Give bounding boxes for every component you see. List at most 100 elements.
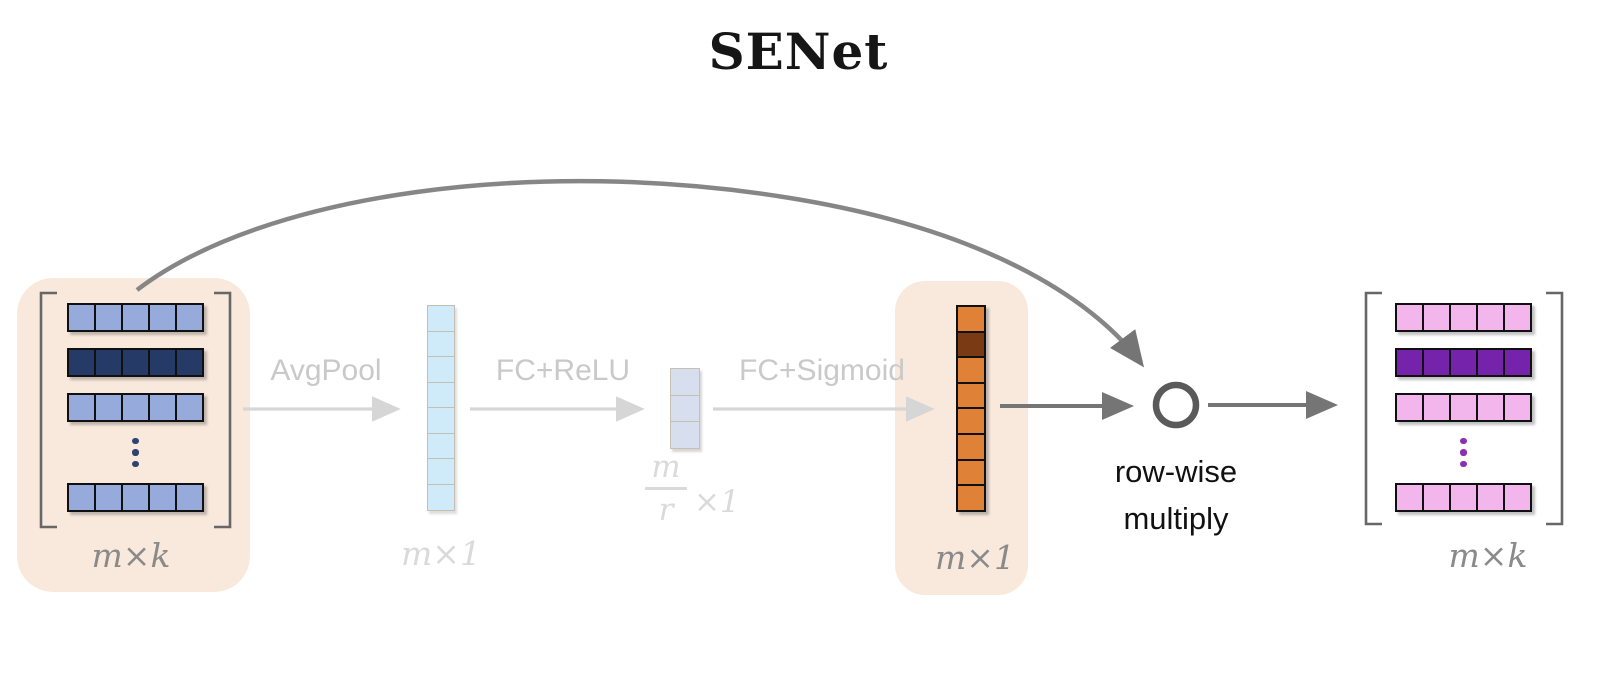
pooled-vector	[427, 305, 455, 511]
pooled-vector-dim-label: m×1	[401, 534, 481, 573]
diagram-title: SENet	[708, 22, 889, 81]
vector-cell	[427, 407, 455, 434]
vector-cell	[956, 484, 986, 512]
matrix-cell	[1422, 348, 1451, 377]
matrix-cell	[1476, 348, 1505, 377]
matrix-cell	[1449, 348, 1478, 377]
matrix-cell	[1503, 483, 1532, 512]
vector-cell	[427, 305, 455, 332]
vector-cell	[956, 330, 986, 359]
vector-cell	[956, 305, 986, 333]
matrix-cell	[1503, 393, 1532, 422]
fraction-denominator: r	[658, 492, 674, 528]
attention-vector-dim-label: m×1	[935, 538, 1015, 577]
matrix-cell	[1422, 483, 1451, 512]
matrix-cell	[1476, 483, 1505, 512]
matrix-cell	[94, 393, 123, 422]
bottleneck-vector	[670, 368, 700, 449]
matrix-row	[67, 348, 204, 377]
vector-cell	[670, 368, 700, 396]
row-wise-multiply-line1: row-wise	[1114, 454, 1238, 489]
vector-cell	[956, 356, 986, 384]
bottleneck-dim-label: m r	[637, 450, 695, 527]
matrix-cell	[148, 483, 177, 512]
row-wise-multiply-label: row-wise multiply	[1076, 448, 1276, 542]
matrix-cell	[1422, 303, 1451, 332]
matrix-row	[1395, 483, 1532, 512]
matrix-row	[67, 303, 204, 332]
vector-cell	[670, 394, 700, 423]
vector-cell	[956, 458, 986, 487]
matrix-cell	[67, 393, 96, 422]
matrix-cell	[1503, 348, 1532, 377]
fc-relu-label: FC+ReLU	[495, 354, 631, 387]
matrix-cell	[121, 303, 150, 332]
matrix-cell	[1395, 483, 1424, 512]
vector-cell	[427, 356, 455, 383]
matrix-cell	[148, 348, 177, 377]
matrix-cell	[121, 348, 150, 377]
vector-cell	[427, 483, 455, 511]
matrix-cell	[67, 483, 96, 512]
matrix-cell	[1395, 393, 1424, 422]
matrix-cell	[1476, 303, 1505, 332]
ellipsis-dots	[1395, 438, 1532, 467]
ellipsis-dot	[132, 449, 139, 456]
matrix-cell	[1395, 303, 1424, 332]
fraction-numerator: m	[651, 449, 681, 485]
row-wise-multiply-line2: multiply	[1123, 501, 1229, 536]
ellipsis-dots	[67, 438, 204, 467]
matrix-cell	[175, 393, 204, 422]
matrix-row	[1395, 348, 1532, 377]
matrix-row	[67, 483, 204, 512]
ellipsis-dot	[132, 438, 139, 445]
attention-vector	[956, 305, 986, 512]
output-matrix	[1395, 303, 1532, 512]
ellipsis-dot	[1460, 460, 1467, 467]
matrix-cell	[67, 348, 96, 377]
ellipsis-dot	[1460, 438, 1467, 445]
matrix-cell	[1449, 393, 1478, 422]
matrix-cell	[175, 303, 204, 332]
input-matrix	[67, 303, 204, 512]
matrix-row	[1395, 393, 1532, 422]
matrix-cell	[121, 483, 150, 512]
matrix-cell	[148, 303, 177, 332]
vector-cell	[956, 381, 986, 410]
matrix-cell	[1449, 303, 1478, 332]
row-wise-multiply-node	[1152, 381, 1200, 429]
vector-cell	[427, 381, 455, 409]
output-matrix-dim-label: m×k	[1448, 536, 1528, 575]
output-matrix-left-bracket	[1364, 291, 1382, 526]
bottleneck-dim-suffix: ×1	[694, 484, 740, 520]
ellipsis-dot	[1460, 449, 1467, 456]
matrix-cell	[175, 348, 204, 377]
matrix-row	[1395, 303, 1532, 332]
vector-cell	[427, 330, 455, 358]
matrix-cell	[1503, 303, 1532, 332]
matrix-cell	[1422, 393, 1451, 422]
matrix-cell	[148, 393, 177, 422]
input-matrix-dim-label: m×k	[91, 536, 171, 575]
vector-cell	[427, 432, 455, 460]
matrix-cell	[1449, 483, 1478, 512]
fraction-bar	[645, 487, 687, 490]
matrix-cell	[94, 483, 123, 512]
matrix-cell	[121, 393, 150, 422]
matrix-cell	[1395, 348, 1424, 377]
fc-sigmoid-label: FC+Sigmoid	[739, 354, 905, 387]
matrix-cell	[1476, 393, 1505, 422]
ellipsis-dot	[132, 460, 139, 467]
vector-cell	[956, 432, 986, 461]
matrix-row	[67, 393, 204, 422]
vector-cell	[427, 458, 455, 485]
matrix-cell	[175, 483, 204, 512]
matrix-cell	[94, 303, 123, 332]
vector-cell	[670, 421, 700, 449]
matrix-cell	[94, 348, 123, 377]
avgpool-label: AvgPool	[270, 354, 382, 387]
output-matrix-right-bracket	[1546, 291, 1564, 526]
vector-cell	[956, 407, 986, 435]
matrix-cell	[67, 303, 96, 332]
